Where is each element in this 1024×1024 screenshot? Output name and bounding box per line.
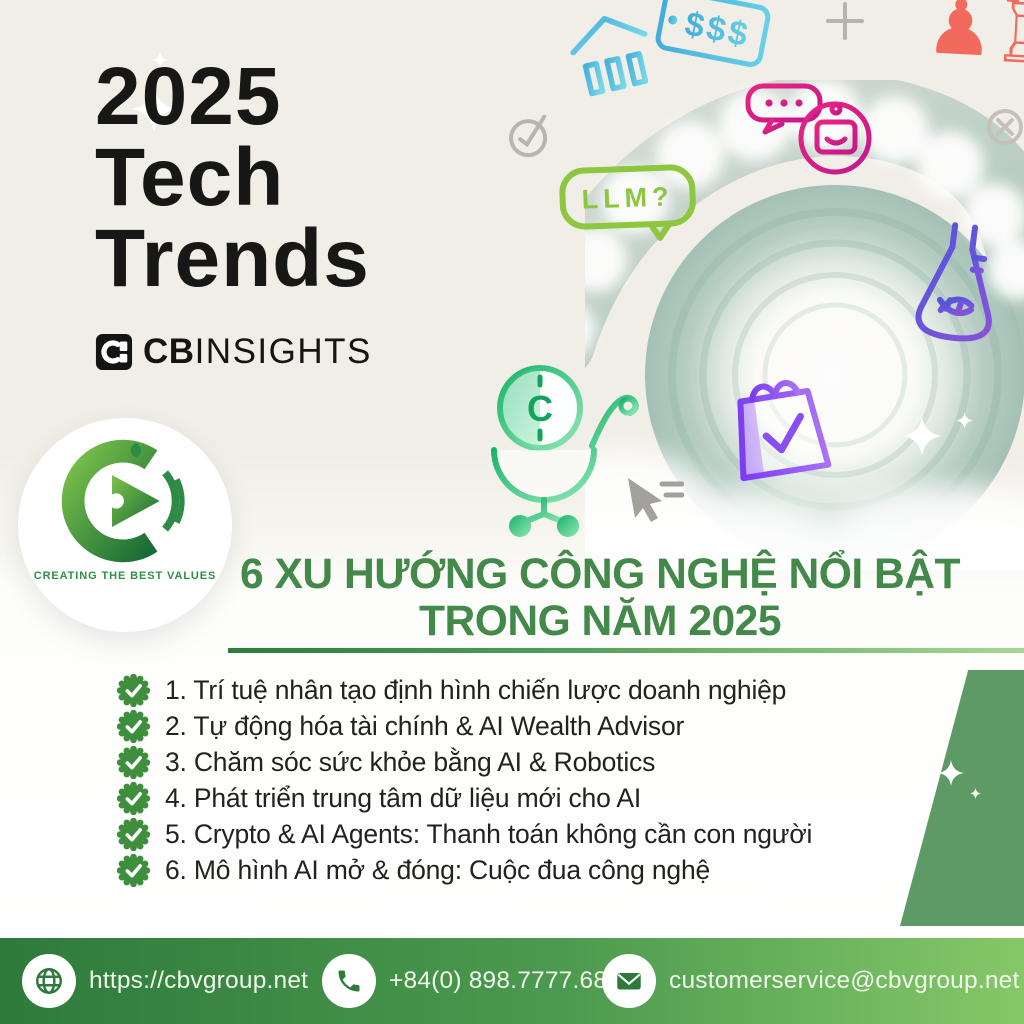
side-green-panel xyxy=(900,670,1024,926)
company-tagline: CREATING THE BEST VALUES xyxy=(33,570,217,582)
contact-footer: https://cbvgroup.net +84(0) 898.7777.68 … xyxy=(0,938,1024,1024)
shopping-bag-icon xyxy=(718,347,838,496)
list-item: 6. Mô hình AI mở & đóng: Cuộc đua công n… xyxy=(117,854,812,887)
check-circle-icon xyxy=(500,107,557,168)
list-item: 3. Chăm sóc sức khỏe bằng AI & Robotics xyxy=(117,746,812,779)
cursor-icon xyxy=(620,476,685,537)
sparkle-icon xyxy=(902,416,942,456)
verified-badge-icon xyxy=(117,674,150,707)
page-title: 2025 Tech Trends xyxy=(95,51,370,304)
heading-divider xyxy=(228,648,1024,653)
heading-line-1: 6 XU HƯỚNG CÔNG NGHỆ NỔI BẬT xyxy=(239,550,961,598)
email-icon xyxy=(602,954,656,1008)
verified-badge-icon xyxy=(117,710,150,743)
cbinsights-logo: CB INSIGHTS xyxy=(95,332,372,372)
verified-badge-icon xyxy=(117,782,150,815)
title-line-3: Trends xyxy=(95,213,370,304)
phone-icon xyxy=(322,954,376,1008)
trend-text: 6. Mô hình AI mở & đóng: Cuộc đua công n… xyxy=(165,855,711,885)
title-line-1: 2025 xyxy=(95,51,282,142)
verified-badge-icon xyxy=(117,854,150,887)
phone-text: +84(0) 898.7777.68 xyxy=(389,967,608,994)
coin-symbol: C xyxy=(527,388,553,429)
trend-text: 5. Crypto & AI Agents: Thanh toán không … xyxy=(165,819,813,849)
heading-line-2: TRONG NĂM 2025 xyxy=(418,597,782,645)
close-circle-icon xyxy=(982,104,1024,155)
trend-text: 4. Phát triển trung tâm dữ liệu mới cho … xyxy=(165,783,641,813)
trend-text: 2. Tự động hóa tài chính & AI Wealth Adv… xyxy=(165,711,685,741)
list-item: 5. Crypto & AI Agents: Thanh toán không … xyxy=(117,818,812,851)
price-tag-icon: $$$ xyxy=(639,0,778,86)
phone-link[interactable]: +84(0) 898.7777.68 xyxy=(322,954,607,1008)
website-text: https://cbvgroup.net xyxy=(89,967,309,994)
wave-image xyxy=(514,74,1024,608)
flask-icon xyxy=(900,208,1016,359)
company-logo-mark xyxy=(61,439,185,563)
email-link[interactable]: customerservice@cbvgroup.net xyxy=(602,954,1019,1008)
sparkle-icon xyxy=(956,412,973,429)
crypto-stroller-icon: C xyxy=(468,360,648,545)
company-logo: CREATING THE BEST VALUES xyxy=(18,418,232,632)
list-item: 2. Tự động hóa tài chính & AI Wealth Adv… xyxy=(117,710,812,743)
llm-bubble-label: LLM? xyxy=(581,181,674,214)
brand-cb: CB xyxy=(143,332,195,371)
chess-rook-icon: ♖ xyxy=(987,0,1024,87)
email-text: customerservice@cbvgroup.net xyxy=(669,967,1020,994)
cbinsights-icon xyxy=(95,333,133,371)
website-link[interactable]: https://cbvgroup.net xyxy=(22,954,308,1008)
brand-insights: INSIGHTS xyxy=(194,332,372,371)
trends-list: 1. Trí tuệ nhân tạo định hình chiến lược… xyxy=(117,674,812,887)
bank-icon xyxy=(552,0,674,130)
chatbot-icon xyxy=(742,76,882,183)
verified-badge-icon xyxy=(117,818,150,851)
trend-text: 1. Trí tuệ nhân tạo định hình chiến lược… xyxy=(165,675,787,705)
main-heading: 6 XU HƯỚNG CÔNG NGHỆ NỔI BẬT TRONG NĂM 2… xyxy=(209,551,991,645)
price-tag-label: $$$ xyxy=(682,5,754,55)
list-item: 1. Trí tuệ nhân tạo định hình chiến lược… xyxy=(117,674,812,707)
globe-icon xyxy=(22,954,76,1008)
plus-icon xyxy=(826,2,864,45)
verified-badge-icon xyxy=(117,746,150,779)
trend-text: 3. Chăm sóc sức khỏe bằng AI & Robotics xyxy=(165,747,656,777)
chess-pieces-icon: ♟ ♖ xyxy=(923,0,1024,87)
title-line-2: Tech xyxy=(95,132,285,223)
llm-bubble-icon: LLM? xyxy=(556,162,699,256)
chess-pawn-icon: ♟ xyxy=(923,0,997,74)
list-item: 4. Phát triển trung tâm dữ liệu mới cho … xyxy=(117,782,812,815)
